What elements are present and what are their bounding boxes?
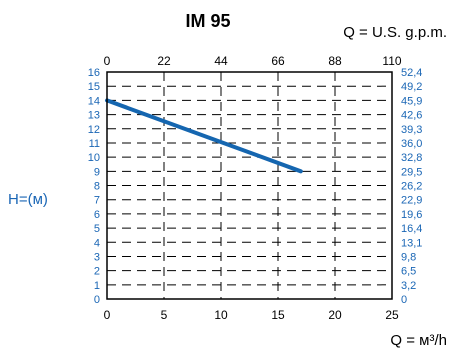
top-axis-label: Q = U.S. g.p.m. [343, 24, 447, 41]
y-tick-label: 10 [88, 152, 100, 164]
y-tick-label: 5 [94, 223, 100, 235]
y-right-tick-label: 13,1 [401, 237, 422, 249]
y-tick-label: 3 [94, 251, 100, 263]
left-axis-label: H=(м) [8, 191, 48, 208]
y-tick-label: 2 [94, 266, 100, 278]
y-tick-label: 0 [94, 294, 100, 306]
top-tick-label: 22 [157, 54, 171, 68]
y-right-tick-label: 52,4 [401, 67, 422, 79]
top-tick-label: 0 [104, 54, 111, 68]
bottom-axis-label: Q = м³/h [390, 332, 447, 349]
y-right-tick-label: 9,8 [401, 251, 416, 263]
y-tick-label: 11 [89, 138, 100, 150]
x-tick-label: 15 [271, 308, 285, 322]
y-tick-label: 14 [88, 95, 100, 107]
top-tick-label: 66 [271, 54, 285, 68]
y-tick-label: 16 [88, 67, 100, 79]
y-tick-label: 8 [94, 181, 100, 193]
y-tick-label: 12 [88, 124, 100, 136]
y-right-tick-label: 39,3 [401, 124, 422, 136]
y-right-tick-label: 0 [401, 294, 407, 306]
x-tick-label: 0 [104, 308, 111, 322]
top-tick-label: 88 [328, 54, 342, 68]
y-right-tick-label: 26,2 [401, 181, 422, 193]
y-right-tick-label: 16,4 [401, 223, 422, 235]
grid [107, 72, 392, 299]
chart-title: IM 95 [185, 11, 230, 31]
y-right-tick-label: 6,5 [401, 266, 416, 278]
series-group [105, 98, 303, 174]
y-tick-label: 15 [88, 81, 100, 93]
y-tick-label: 9 [94, 166, 100, 178]
y-right-tick-label: 29,5 [401, 166, 422, 178]
top-tick-label: 110 [382, 54, 401, 68]
y-right-tick-label: 42,6 [401, 110, 422, 122]
y-right-tick-label: 45,9 [401, 95, 422, 107]
x-tick-label: 5 [161, 308, 168, 322]
y-tick-label: 7 [94, 195, 100, 207]
x-tick-label: 10 [214, 308, 228, 322]
series-line [105, 98, 303, 174]
top-tick-label: 44 [214, 54, 228, 68]
y-tick-label: 6 [94, 209, 100, 221]
y-right-tick-label: 36,0 [401, 138, 422, 150]
tick-labels: 0 01 3,22 6,53 9,84 13,15 16,46 19,67 22,98 26,29… [88, 54, 423, 322]
y-tick-label: 1 [94, 280, 100, 292]
x-tick-label: 20 [328, 308, 342, 322]
y-right-tick-label: 19,6 [401, 209, 422, 221]
y-right-tick-label: 49,2 [401, 81, 422, 93]
plot-frame [106, 71, 393, 300]
y-right-tick-label: 22,9 [401, 195, 422, 207]
x-tick-label: 25 [385, 308, 399, 322]
y-right-tick-label: 3,2 [401, 280, 416, 292]
y-right-tick-label: 32,8 [401, 152, 422, 164]
y-tick-label: 13 [88, 110, 100, 122]
y-tick-label: 4 [94, 237, 100, 249]
